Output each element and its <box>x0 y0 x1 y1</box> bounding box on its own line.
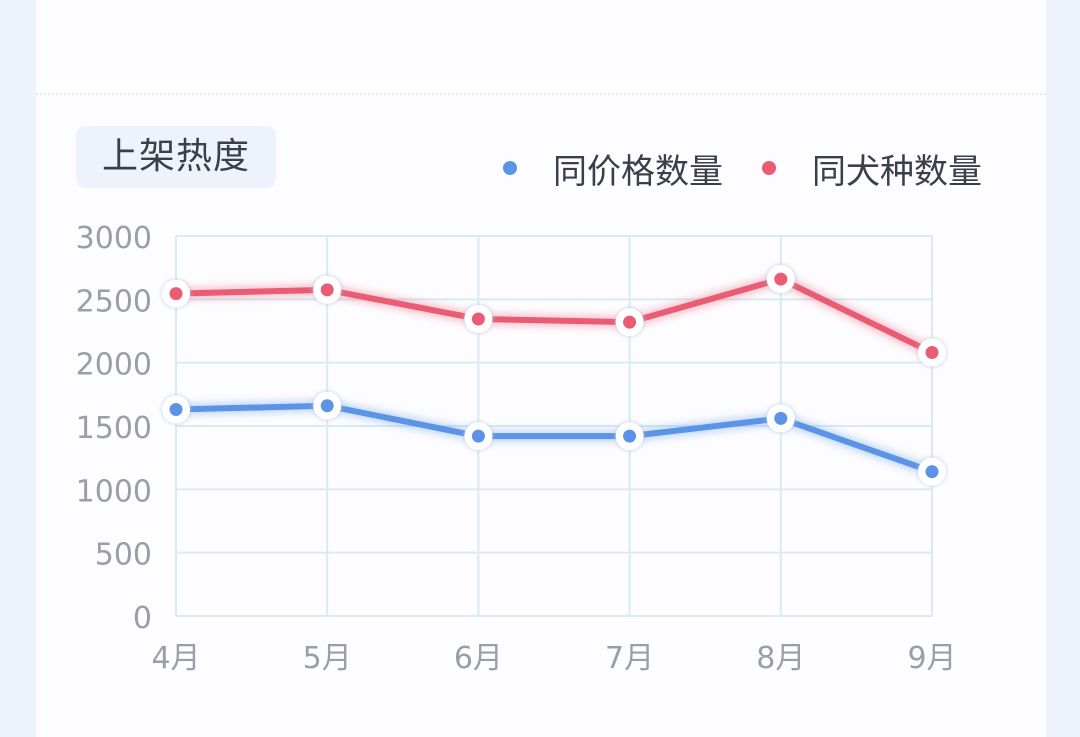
data-point <box>623 429 637 443</box>
data-point <box>774 272 788 286</box>
series-line-1 <box>173 402 935 475</box>
data-point <box>471 429 485 443</box>
x-tick-label: 5月 <box>303 641 352 676</box>
data-point <box>169 403 183 417</box>
section-divider <box>36 93 1046 95</box>
x-tick-label: 4月 <box>151 641 200 676</box>
data-point <box>320 283 334 297</box>
data-point <box>320 399 334 413</box>
chart-title: 上架热度 <box>76 126 276 188</box>
legend-label: 同价格数量 <box>553 151 723 192</box>
data-point <box>623 315 637 329</box>
y-tick-label: 1000 <box>76 474 152 509</box>
y-tick-label: 2000 <box>76 348 152 383</box>
legend-dot-icon <box>503 161 517 175</box>
data-point <box>774 411 788 425</box>
data-point <box>925 346 939 360</box>
data-point <box>471 312 485 326</box>
x-tick-label: 8月 <box>756 641 805 676</box>
y-tick-label: 2500 <box>76 284 152 319</box>
legend-item-series-1[interactable]: 同价格数量 <box>503 140 723 196</box>
series-line-2 <box>173 276 935 356</box>
legend-label: 同犬种数量 <box>812 151 982 192</box>
data-point <box>925 465 939 479</box>
x-tick-label: 6月 <box>454 641 503 676</box>
data-point <box>169 287 183 301</box>
x-tick-label: 7月 <box>605 641 654 676</box>
legend-item-series-2[interactable]: 同犬种数量 <box>762 140 982 196</box>
x-tick-label: 9月 <box>907 641 956 676</box>
y-tick-label: 3000 <box>76 221 152 256</box>
y-tick-label: 1500 <box>76 411 152 446</box>
y-tick-label: 0 <box>133 601 152 636</box>
y-tick-label: 500 <box>95 538 152 573</box>
legend-dot-icon <box>762 161 776 175</box>
chart-card <box>36 0 1046 737</box>
